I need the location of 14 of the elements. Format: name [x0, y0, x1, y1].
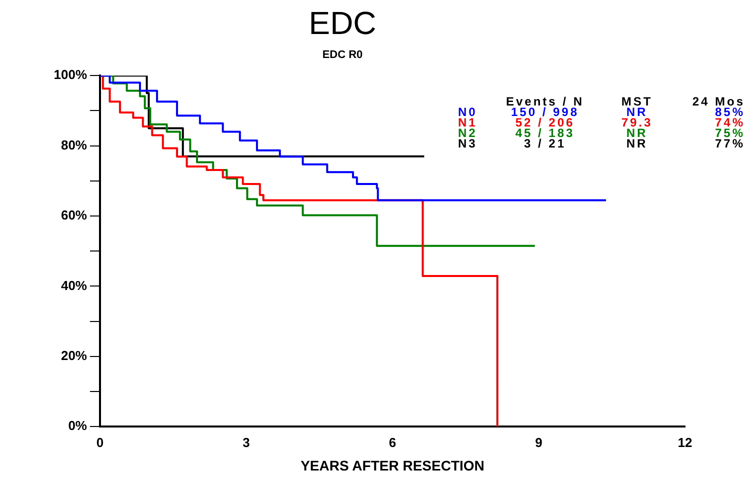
- x-tick-label: 0: [96, 434, 104, 450]
- x-tick-label: 9: [535, 434, 542, 450]
- x-tick-label: 12: [678, 434, 692, 450]
- x-tick-label: 3: [242, 434, 250, 450]
- y-tick-label: 100%: [54, 67, 88, 82]
- y-tick-label: 20%: [60, 348, 88, 363]
- chart-subtitle: EDC R0: [322, 49, 363, 62]
- y-tick-label: 60%: [60, 208, 88, 223]
- x-axis-title: YEARS AFTER RESECTION: [300, 457, 484, 474]
- chart-title: EDC: [308, 5, 376, 42]
- y-tick-label: 80%: [60, 137, 88, 152]
- y-tick-label: 40%: [60, 278, 88, 293]
- y-tick-label: 0%: [68, 418, 88, 434]
- x-tick-label: 6: [388, 434, 396, 450]
